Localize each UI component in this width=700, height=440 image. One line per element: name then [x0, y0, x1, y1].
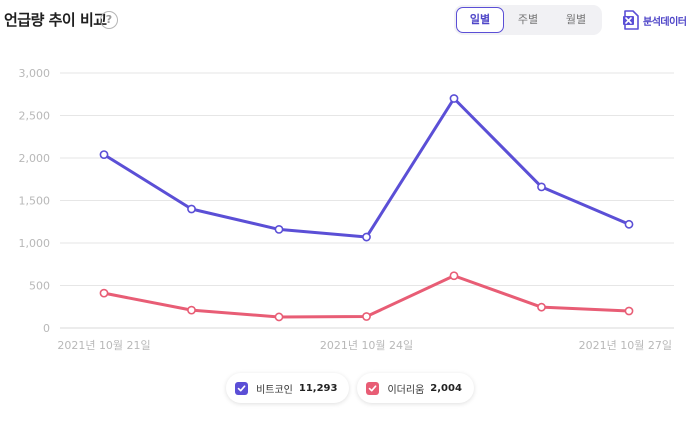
series-line — [102, 274, 631, 319]
checkbox-checked-icon[interactable] — [366, 381, 380, 395]
legend-item-bitcoin[interactable]: 비트코인 11,293 — [226, 373, 350, 403]
data-point — [274, 224, 284, 234]
x-tick-label: 2021년 10월 27일 — [579, 338, 672, 352]
data-point — [187, 204, 196, 214]
y-tick-label: 1,500 — [19, 195, 51, 208]
page-title: 언급량 추이 비교 — [4, 11, 107, 29]
legend-series-total: 11,293 — [298, 382, 338, 394]
legend-series-total: 2,004 — [430, 382, 462, 394]
legend-series-name: 이더리움 — [387, 384, 425, 396]
data-point — [362, 232, 371, 242]
chart-header: 언급량 추이 비교 ? 일별 주별 월별 분석데이터 — [0, 0, 700, 44]
x-tick-label: 2021년 10월 21일 — [57, 338, 150, 352]
tab-monthly[interactable]: 월별 — [565, 13, 587, 26]
export-label: 분석데이터 — [643, 16, 687, 28]
y-tick-label: 1,000 — [19, 237, 51, 250]
x-tick-label: 2021년 10월 24일 — [320, 338, 413, 352]
data-point — [449, 94, 459, 103]
series-line — [102, 97, 631, 239]
data-point — [624, 219, 634, 229]
data-point — [624, 306, 634, 316]
chart-legend: 비트코인 11,293 이더리움 2,004 — [0, 373, 700, 405]
tab-weekly[interactable]: 주별 — [517, 13, 539, 26]
data-point — [99, 288, 109, 298]
y-tick-label: 3,000 — [19, 67, 51, 80]
question-circle-icon[interactable]: ? — [100, 11, 118, 29]
legend-series-name: 비트코인 — [256, 384, 293, 396]
data-point — [449, 271, 459, 281]
data-point — [187, 305, 196, 315]
y-tick-label: 500 — [29, 280, 50, 293]
data-point — [362, 312, 371, 321]
data-point — [99, 150, 109, 159]
line-chart: 3,000 2,500 2,000 1,500 1,000 500 0 2021년 10월 2… — [19, 67, 674, 352]
data-point — [537, 302, 546, 312]
y-tick-label: 2,000 — [19, 152, 51, 165]
data-point — [537, 182, 546, 192]
legend-item-ethereum[interactable]: 이더리움 2,004 — [357, 373, 474, 403]
export-data-button[interactable]: 분석데이터 — [622, 10, 687, 30]
data-point — [274, 312, 284, 322]
excel-icon — [623, 10, 639, 30]
y-tick-label: 0 — [43, 322, 50, 335]
y-tick-label: 2,500 — [19, 110, 51, 123]
period-toggle: 일별 주별 월별 — [454, 5, 602, 35]
tab-daily[interactable]: 일별 — [456, 7, 504, 33]
checkbox-checked-icon[interactable] — [235, 381, 249, 395]
